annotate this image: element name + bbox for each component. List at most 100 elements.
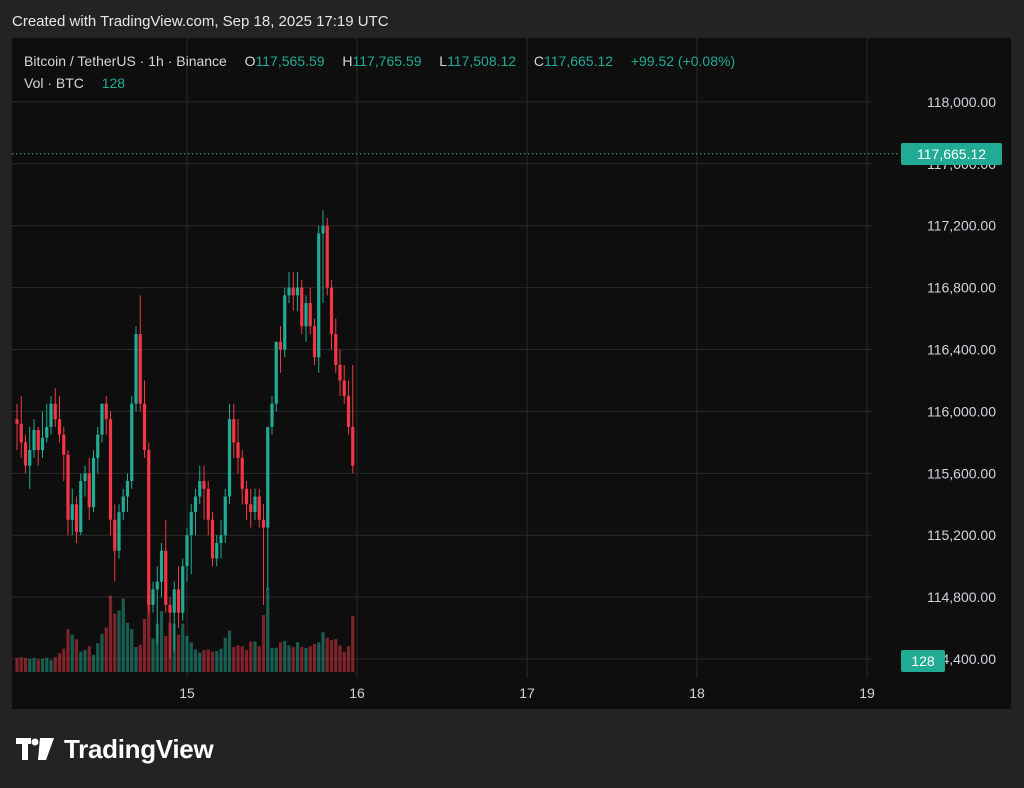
candle-body <box>266 426 270 528</box>
volume-bar <box>244 650 249 672</box>
candle-body <box>325 225 329 288</box>
volume-bar <box>312 643 317 672</box>
candle <box>193 488 198 536</box>
volume-bar <box>223 637 227 672</box>
candle <box>351 365 355 474</box>
candle-body <box>104 403 108 420</box>
candle <box>40 411 45 458</box>
price-axis-tick-label: 115,200.00 <box>927 527 996 543</box>
low-value: 117,508.12 <box>447 53 517 69</box>
volume-bar <box>261 615 266 672</box>
candle-body <box>334 334 338 365</box>
candle <box>100 403 104 443</box>
volume-label[interactable]: Vol · BTC <box>24 75 84 91</box>
candle <box>19 395 23 458</box>
candle <box>28 426 32 489</box>
candle-body <box>172 589 176 613</box>
volume-bar <box>138 644 142 672</box>
candle-body <box>181 566 185 613</box>
candle-body <box>164 550 168 605</box>
last-volume-tag: 128 <box>901 650 945 672</box>
candle <box>253 488 257 520</box>
tradingview-logo[interactable]: TradingView <box>16 733 214 764</box>
candle-body <box>66 454 70 520</box>
volume-bar <box>342 651 346 672</box>
candle-body <box>70 504 74 520</box>
time-axis-tick-label: 18 <box>689 685 705 701</box>
high-label: H <box>342 53 353 69</box>
chart-panel[interactable]: 114,400.00 114,800.00 115,200.00 115,600.00… <box>12 38 1011 709</box>
candle-body <box>113 519 117 551</box>
candle-body <box>125 481 130 497</box>
candle-body <box>168 604 172 613</box>
candle-body <box>249 504 253 513</box>
candle <box>168 597 172 660</box>
candle-body <box>40 437 45 451</box>
candle <box>74 496 79 543</box>
volume-bar <box>283 640 287 672</box>
candle-body <box>219 535 223 543</box>
volume-bar <box>70 634 74 672</box>
candle-body <box>91 457 96 508</box>
price-axis-tick-label: 114,800.00 <box>927 589 996 605</box>
volume-value: 128 <box>101 75 126 91</box>
candle <box>334 318 338 373</box>
candle-body <box>274 341 278 404</box>
candle-body <box>147 450 151 605</box>
candle <box>23 434 28 474</box>
volume-bar <box>185 636 189 672</box>
candle-body <box>83 473 87 482</box>
candle-body <box>346 395 351 427</box>
volume-bar <box>91 654 96 672</box>
volume-bar <box>329 640 334 672</box>
volume-bar <box>176 634 181 672</box>
candle <box>342 365 346 404</box>
volume-bar <box>346 646 351 672</box>
candle <box>295 272 300 311</box>
volume-bar <box>308 646 312 672</box>
candle-body <box>202 481 206 489</box>
volume-bar <box>19 657 23 672</box>
volume-bar <box>15 657 19 672</box>
candle-body <box>142 403 147 451</box>
candlestick-chart[interactable]: 114,400.00114,800.00115,200.00115,600.00… <box>12 38 1011 709</box>
candle-body <box>278 341 283 350</box>
candle-body <box>23 442 28 466</box>
candle <box>49 395 53 435</box>
time-axis-tick-label: 17 <box>519 685 535 701</box>
open-value: 117,565.59 <box>255 53 325 69</box>
candle <box>159 542 164 598</box>
candle-body <box>87 473 91 508</box>
volume-bar <box>36 659 40 672</box>
candle <box>62 426 66 482</box>
volume-bar <box>198 652 202 672</box>
candle <box>189 504 193 574</box>
candle-body <box>155 581 159 590</box>
candle <box>96 426 100 474</box>
volume-bar <box>304 647 308 672</box>
volume-bar <box>117 610 121 672</box>
volume-bar <box>193 649 198 672</box>
volume-bar <box>57 653 62 672</box>
price-axis-tick-label: 116,000.00 <box>927 403 996 419</box>
candle-body <box>227 419 232 497</box>
candle <box>270 395 274 435</box>
volume-bar <box>257 646 261 672</box>
candle <box>338 349 342 396</box>
price-axis-tick-label: 118,000.00 <box>927 94 996 110</box>
candle-body <box>240 457 244 489</box>
symbol-label[interactable]: Bitcoin / TetherUS · 1h · Binance <box>24 53 227 69</box>
candle <box>283 287 287 358</box>
volume-bar <box>270 647 274 672</box>
candle <box>151 581 155 613</box>
low-label: L <box>439 53 448 69</box>
candle-body <box>317 233 321 358</box>
candle-body <box>236 442 240 458</box>
high-value: 117,765.59 <box>352 53 422 69</box>
volume-bar <box>164 636 168 672</box>
candle-body <box>15 419 19 424</box>
candle <box>287 272 291 304</box>
candle <box>104 395 108 435</box>
close-label: C <box>533 53 544 69</box>
tradingview-wordmark: TradingView <box>64 733 214 764</box>
